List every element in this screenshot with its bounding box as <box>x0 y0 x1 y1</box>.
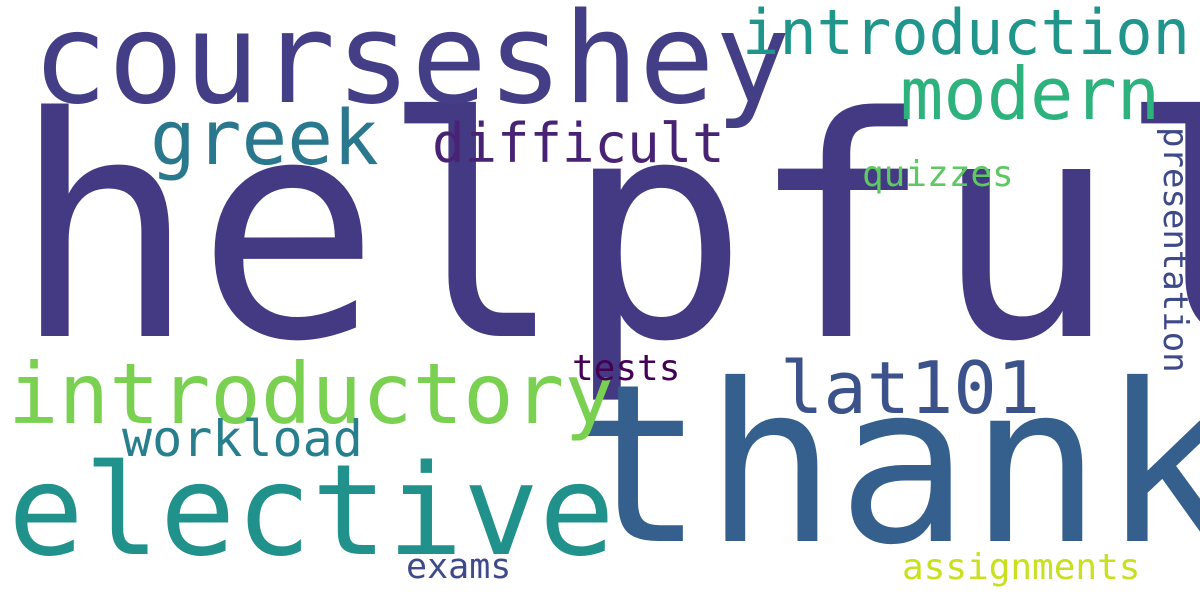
word-introductory: introductory <box>8 345 615 443</box>
word-helpful: helpful <box>12 53 1200 409</box>
word-quizzes: quizzes <box>862 154 1014 195</box>
word-difficult: difficult <box>432 112 725 175</box>
word-greek: greek <box>150 93 379 182</box>
word-lat101: lat101 <box>780 346 1041 430</box>
word-workload: workload <box>122 410 363 468</box>
word-introduction: introduction <box>742 0 1190 69</box>
word-courseshey: courseshey <box>32 0 791 132</box>
word-exams: exams <box>406 547 512 587</box>
word-tests: tests <box>572 348 681 389</box>
word-assignments: assignments <box>902 547 1141 588</box>
word-modern: modern <box>900 52 1161 136</box>
word-presentation: presentation <box>1155 127 1195 373</box>
word-thank: thank <box>572 337 1200 593</box>
word-elective: elective <box>8 437 615 584</box>
